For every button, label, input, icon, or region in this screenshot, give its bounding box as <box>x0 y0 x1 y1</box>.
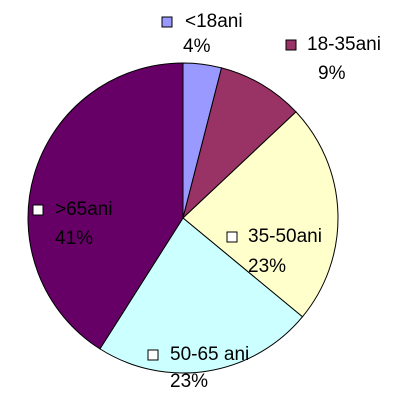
pie-slice <box>99 217 304 374</box>
legend-swatch <box>32 204 44 216</box>
legend-swatch <box>147 349 159 361</box>
legend-swatch <box>161 16 173 28</box>
value-label: 9% <box>318 63 346 84</box>
legend-swatch <box>226 231 238 243</box>
category-label: >65ani <box>55 199 113 220</box>
value-label: 41% <box>55 228 93 249</box>
category-label: 50-65 ani <box>170 344 249 365</box>
value-label: 4% <box>183 36 211 57</box>
value-label: 23% <box>170 371 208 392</box>
pie-slice <box>27 62 184 350</box>
pie-slice <box>182 67 297 220</box>
category-label: 18-35ani <box>307 34 381 55</box>
legend-swatch <box>285 39 297 51</box>
value-label: 23% <box>248 256 286 277</box>
category-label: <18ani <box>185 11 243 32</box>
pie-slice <box>182 111 339 318</box>
category-label: 35-50ani <box>248 226 322 247</box>
